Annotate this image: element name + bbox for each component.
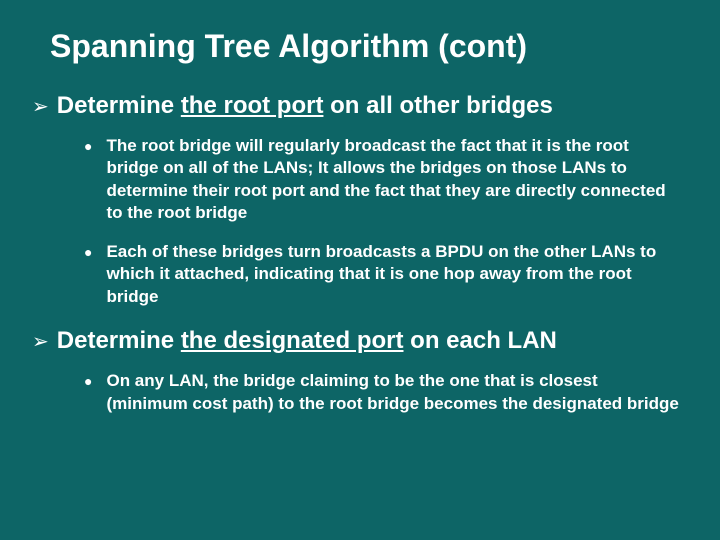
heading-prefix: Determine: [57, 92, 181, 119]
bullet-text: On any LAN, the bridge claiming to be th…: [106, 370, 682, 415]
arrow-icon: ➢: [32, 330, 49, 354]
section-2-bullets: ● On any LAN, the bridge claiming to be …: [84, 370, 682, 415]
section-1: ➢ Determine the root port on all other b…: [54, 91, 682, 308]
list-item: ● The root bridge will regularly broadca…: [84, 135, 682, 225]
heading-suffix: on each LAN: [404, 327, 557, 354]
list-item: ● On any LAN, the bridge claiming to be …: [84, 370, 682, 415]
section-1-title: Determine the root port on all other bri…: [57, 91, 553, 121]
bullet-text: Each of these bridges turn broadcasts a …: [106, 241, 682, 308]
section-2: ➢ Determine the designated port on each …: [54, 326, 682, 415]
heading-underlined: the root port: [181, 92, 324, 119]
arrow-icon: ➢: [32, 95, 49, 119]
bullet-text: The root bridge will regularly broadcast…: [106, 135, 682, 225]
dot-icon: ●: [84, 137, 92, 157]
heading-prefix: Determine: [57, 327, 181, 354]
slide-title: Spanning Tree Algorithm (cont): [50, 28, 682, 65]
section-2-header: ➢ Determine the designated port on each …: [32, 326, 682, 356]
section-1-bullets: ● The root bridge will regularly broadca…: [84, 135, 682, 308]
list-item: ● Each of these bridges turn broadcasts …: [84, 241, 682, 308]
section-1-header: ➢ Determine the root port on all other b…: [32, 91, 682, 121]
dot-icon: ●: [84, 372, 92, 392]
heading-underlined: the designated port: [181, 327, 404, 354]
dot-icon: ●: [84, 243, 92, 263]
section-2-title: Determine the designated port on each LA…: [57, 326, 557, 356]
heading-suffix: on all other bridges: [323, 92, 552, 119]
